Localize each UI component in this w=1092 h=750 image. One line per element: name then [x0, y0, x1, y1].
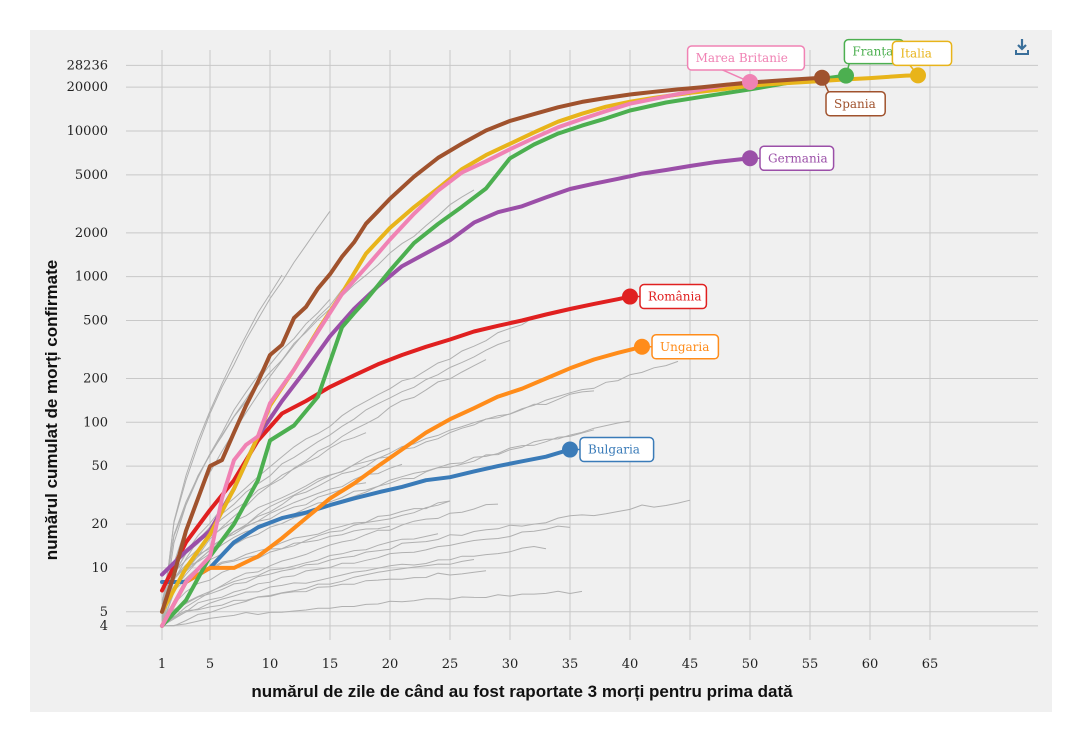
y-tick-label: 10000 — [67, 124, 108, 139]
callout-layer: Marea Britanie Franța Italia Spania Germania… — [570, 38, 953, 463]
marker-layer — [562, 67, 926, 458]
y-tick-label: 50 — [91, 459, 108, 474]
series-line-Franța[interactable] — [160, 73, 848, 628]
y-tick-label: 200 — [83, 371, 108, 386]
background-series-line — [161, 590, 583, 627]
callout-Marea Britanie[interactable]: Marea Britanie — [686, 45, 806, 83]
y-tick-label: 5 — [100, 605, 108, 620]
background-series-line — [161, 500, 451, 626]
callout-label: Franța — [852, 45, 893, 59]
callout-Franța[interactable]: Franța — [843, 38, 905, 76]
y-tick-label: 1000 — [75, 270, 108, 285]
background-series-line — [161, 359, 487, 627]
callout-box — [651, 334, 720, 360]
y-tick-label: 100 — [83, 415, 108, 430]
background-series-line — [161, 482, 367, 602]
callout-label: Italia — [900, 46, 932, 60]
background-series-line — [161, 274, 283, 620]
x-tick-label: 40 — [622, 657, 639, 672]
background-series-line — [161, 545, 547, 627]
background-series-line — [161, 499, 691, 627]
callout-label: Spania — [834, 97, 876, 111]
y-tick-label: 2000 — [75, 226, 108, 241]
x-tick-label: 65 — [922, 657, 939, 672]
background-series-line — [161, 533, 439, 626]
background-series-line — [161, 447, 391, 627]
callout-România[interactable]: România — [630, 283, 708, 310]
background-series-line — [161, 570, 487, 627]
y-tick-label: 20 — [91, 517, 108, 532]
series-line-Marea Britanie[interactable] — [160, 80, 752, 628]
y-tick-label: 10 — [91, 561, 108, 576]
series-layer — [160, 73, 920, 628]
callout-Germania[interactable]: Germania — [750, 145, 835, 172]
background-series-line — [161, 525, 571, 627]
x-tick-label: 30 — [502, 657, 519, 672]
callout-Italia[interactable]: Italia — [891, 40, 953, 76]
background-series-line — [161, 189, 475, 605]
callout-label: Germania — [768, 151, 828, 165]
y-tick-label: 5000 — [75, 168, 108, 183]
callout-Ungaria[interactable]: Ungaria — [642, 334, 720, 360]
x-tick-label: 45 — [682, 657, 699, 672]
series-line-Ungaria[interactable] — [160, 344, 644, 628]
x-tick-label: 5 — [206, 657, 214, 672]
callout-Spania[interactable]: Spania — [821, 77, 886, 117]
y-tick-label: 28236 — [67, 58, 108, 73]
end-marker-Franța[interactable] — [838, 67, 854, 84]
x-tick-label: 10 — [262, 657, 279, 672]
series-line-Bulgaria[interactable] — [160, 447, 572, 584]
series-line-Spania[interactable] — [160, 75, 824, 614]
callout-label: Ungaria — [660, 340, 709, 354]
x-axis-title: numărul de zile de când au fost raportat… — [251, 682, 793, 701]
y-tick-label: 4 — [100, 619, 108, 634]
y-tick-label: 500 — [83, 313, 108, 328]
callout-box — [686, 45, 806, 71]
callout-Bulgaria[interactable]: Bulgaria — [570, 436, 655, 463]
background-series-line — [161, 360, 679, 617]
chart-svg: Marea Britanie Franța Italia Spania Germania… — [42, 38, 1038, 701]
x-tick-label: 50 — [742, 657, 759, 672]
background-series-layer — [161, 189, 691, 627]
x-tick-label: 15 — [322, 657, 339, 672]
chart-panel: Marea Britanie Franța Italia Spania Germania… — [30, 30, 1052, 712]
callout-label: Marea Britanie — [696, 51, 788, 65]
callout-box — [891, 40, 953, 67]
x-tick-label: 35 — [562, 657, 579, 672]
background-series-line — [161, 503, 499, 627]
y-axis-title: numărul cumulat de morți confirmate — [42, 260, 61, 560]
x-tick-label: 60 — [862, 657, 879, 672]
background-series-line — [161, 420, 631, 618]
x-tick-label: 1 — [158, 657, 166, 672]
callout-box — [825, 91, 886, 117]
callout-label: România — [648, 290, 702, 304]
background-series-line — [162, 559, 475, 627]
callout-box — [579, 436, 655, 463]
callout-box — [759, 145, 835, 172]
tick-layer: 1 5 10 15 20 25 30 35 40 45 50 55 60 6545102050100200… — [67, 58, 939, 672]
x-tick-label: 25 — [442, 657, 459, 672]
x-tick-label: 20 — [382, 657, 399, 672]
download-icon[interactable] — [1015, 39, 1029, 55]
callout-box — [639, 283, 708, 310]
y-tick-label: 20000 — [67, 80, 108, 95]
background-series-line — [161, 210, 331, 619]
x-tick-label: 55 — [802, 657, 819, 672]
callout-label: Bulgaria — [588, 443, 640, 457]
